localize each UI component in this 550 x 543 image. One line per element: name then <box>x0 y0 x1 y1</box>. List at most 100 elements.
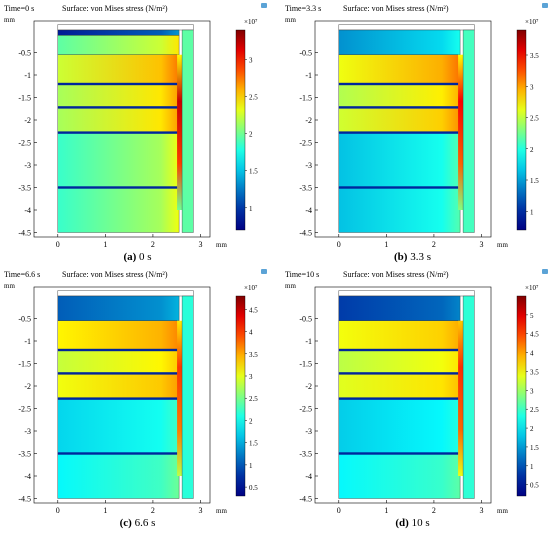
interface-band <box>338 82 461 86</box>
colorbar <box>235 29 246 231</box>
y-tick-label: -3.5 <box>299 184 312 193</box>
colorbar-tick-label: 1.5 <box>249 440 258 448</box>
time-label: Time=3.3 s <box>285 4 321 13</box>
y-tick-label: -4.5 <box>299 229 312 238</box>
y-unit-label: mm <box>285 16 296 24</box>
panel-caption-d: (d) 10 s <box>275 517 550 529</box>
time-label: Time=10 s <box>285 270 319 279</box>
time-label: Time=0 s <box>4 4 34 13</box>
plot-title: Surface: von Mises stress (N/m²) <box>62 4 168 13</box>
edge-stress-region <box>458 54 464 210</box>
y-tick-label: -2 <box>305 382 312 391</box>
interface-band <box>338 186 461 189</box>
colorbar-tick-label: 3 <box>249 373 253 381</box>
y-tick-label: -2 <box>305 116 312 125</box>
layer-region <box>338 320 461 351</box>
layer-region <box>338 295 461 321</box>
edge-stress-region <box>177 54 183 210</box>
layer-region <box>57 373 180 399</box>
interface-band <box>57 348 180 352</box>
interface-band <box>338 131 461 134</box>
colorbar-exponent: ×10⁷ <box>244 284 258 292</box>
interface-band <box>338 372 461 375</box>
y-tick-label: -1 <box>305 337 312 346</box>
colorbar-tick-label: 1 <box>249 205 253 213</box>
panel-caption-c: (c) 6.6 s <box>0 517 275 529</box>
interface-band <box>338 106 461 109</box>
layer-region <box>57 107 180 133</box>
panel-label: (c) <box>119 517 132 529</box>
colorbar-exponent: ×10⁷ <box>525 18 539 26</box>
y-tick-label: -3.5 <box>299 450 312 459</box>
y-tick-label: -4.5 <box>18 495 31 504</box>
panel-caption-b: (b) 3.3 s <box>275 251 550 263</box>
colorbar-tick-label: 0.5 <box>249 484 258 492</box>
y-tick-label: -2 <box>24 382 31 391</box>
panel-caption-text: 0 s <box>139 251 152 263</box>
y-tick-label: -1.5 <box>18 360 31 369</box>
interface-band <box>57 106 180 109</box>
layer-region <box>57 29 180 36</box>
colorbar-tick-label: 1.5 <box>530 444 539 452</box>
colorbar-tick-label: 2 <box>249 417 253 425</box>
layer-region <box>57 320 180 351</box>
x-tick-label: 3 <box>198 240 202 249</box>
interface-band <box>57 452 180 455</box>
panel-caption-text: 6.6 s <box>134 517 156 529</box>
colorbar-tick-label: 4 <box>530 350 534 358</box>
y-tick-label: -1.5 <box>299 360 312 369</box>
y-tick-label: -2.5 <box>18 405 31 414</box>
y-unit-label: mm <box>285 282 296 290</box>
x-unit-label: mm <box>216 507 227 515</box>
x-tick-label: 3 <box>479 506 483 515</box>
side-strip <box>181 295 194 499</box>
colorbar-tick-label: 2.5 <box>249 94 258 102</box>
y-tick-label: -1.5 <box>18 94 31 103</box>
y-tick-label: -0.5 <box>18 49 31 58</box>
y-tick-label: -4 <box>305 206 312 215</box>
colorbar-tick-label: 0.5 <box>530 482 539 490</box>
colorbar-exponent: ×10⁷ <box>244 18 258 26</box>
x-unit-label: mm <box>497 507 508 515</box>
y-tick-label: -2.5 <box>299 405 312 414</box>
export-icon <box>542 3 548 8</box>
panel-label: (b) <box>394 251 408 263</box>
y-tick-label: -1 <box>24 337 31 346</box>
layer-region <box>338 349 461 374</box>
x-tick-label: 3 <box>479 240 483 249</box>
y-tick-label: -4.5 <box>18 229 31 238</box>
plot-title: Surface: von Mises stress (N/m²) <box>343 270 449 279</box>
layer-region <box>57 132 180 188</box>
interface-band <box>338 397 461 400</box>
x-tick-label: 2 <box>151 240 155 249</box>
export-icon <box>542 269 548 274</box>
interface-band <box>338 452 461 455</box>
x-tick-label: 1 <box>103 506 107 515</box>
y-tick-label: -4 <box>305 472 312 481</box>
colorbar-tick-label: 4.5 <box>530 331 539 339</box>
y-tick-label: -3 <box>305 161 312 170</box>
y-tick-label: -0.5 <box>299 315 312 324</box>
layer-region <box>57 349 180 374</box>
colorbar-tick-label: 3 <box>249 57 253 65</box>
layer-region <box>338 29 461 55</box>
layer-region <box>338 54 461 85</box>
panel-d: Time=10 s Surface: von Mises stress (N/m²… <box>285 269 548 515</box>
y-tick-label: -3 <box>24 427 31 436</box>
colorbar-tick-label: 3.5 <box>530 52 539 60</box>
y-tick-label: -2.5 <box>18 139 31 148</box>
colorbar-tick-label: 2.5 <box>530 406 539 414</box>
time-label: Time=6.6 s <box>4 270 40 279</box>
y-tick-label: -2.5 <box>299 139 312 148</box>
interface-band <box>57 372 180 375</box>
interface-band <box>57 131 180 134</box>
colorbar <box>235 295 246 497</box>
colorbar-tick-label: 2 <box>249 131 253 139</box>
interface-band <box>57 82 180 86</box>
y-unit-label: mm <box>4 16 15 24</box>
x-tick-label: 2 <box>432 240 436 249</box>
colorbar-tick-label: 3.5 <box>530 368 539 376</box>
colorbar-tick-label: 1 <box>530 208 534 216</box>
